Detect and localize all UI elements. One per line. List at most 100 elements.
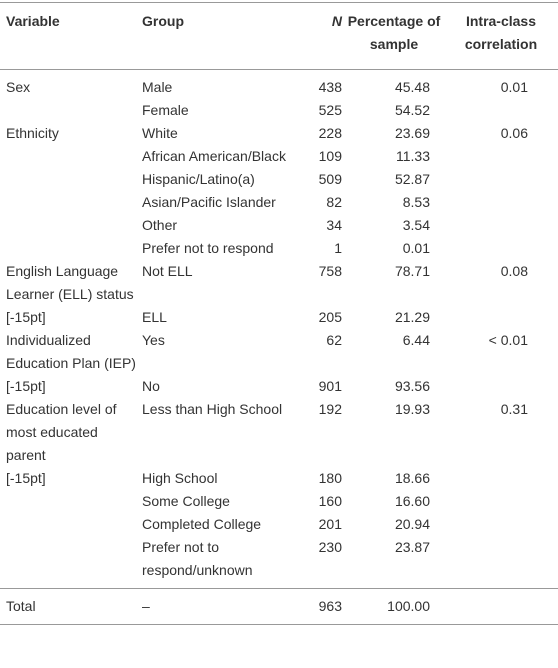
table-row: African American/Black 109 11.33 bbox=[0, 145, 558, 168]
percentage-cell: 23.69 bbox=[394, 125, 430, 141]
n-cell: 230 bbox=[318, 539, 342, 555]
percentage-cell: 16.60 bbox=[394, 493, 430, 509]
variable-cell: Education level of most educated parent bbox=[6, 401, 117, 463]
percentage-cell: 93.56 bbox=[394, 378, 430, 394]
variable-cell: English Language Learner (ELL) status bbox=[6, 263, 134, 302]
n-cell: 192 bbox=[318, 401, 342, 417]
table-row: Prefer not to respond 1 0.01 bbox=[0, 237, 558, 260]
header-cell: Intra-class correlation bbox=[464, 13, 538, 52]
percentage-cell: 3.54 bbox=[402, 217, 430, 233]
percentage-cell: 100.00 bbox=[387, 598, 430, 614]
percentage-cell: 54.52 bbox=[394, 102, 430, 118]
icc-cell bbox=[444, 467, 558, 490]
icc-cell bbox=[444, 589, 558, 625]
n-cell: 34 bbox=[326, 217, 342, 233]
group-cell: African American/Black bbox=[142, 148, 286, 164]
group-cell: Completed College bbox=[142, 516, 262, 532]
group-cell: Male bbox=[142, 79, 173, 95]
group-cell: No bbox=[142, 378, 160, 394]
group-cell: Prefer not to respond/unknown bbox=[142, 539, 253, 578]
group-cell: Less than High School bbox=[142, 401, 283, 417]
table-row: Individualized Education Plan (IEP) Yes 62… bbox=[0, 329, 558, 375]
variable-cell bbox=[0, 191, 138, 214]
table-body: Sex Male 438 45.48 0.01 Female 525 54.52 Ethnici… bbox=[0, 70, 558, 589]
icc-cell bbox=[444, 513, 558, 536]
header-cell: Variable bbox=[6, 13, 60, 29]
group-cell: Prefer not to respond bbox=[142, 240, 274, 256]
icc-cell bbox=[444, 145, 558, 168]
group-cell: High School bbox=[142, 470, 218, 486]
n-cell: 82 bbox=[326, 194, 342, 210]
n-cell: 205 bbox=[318, 309, 342, 325]
n-cell: 1 bbox=[334, 240, 342, 256]
variable-cell: Total bbox=[6, 598, 36, 614]
variable-cell: [-15pt] bbox=[6, 378, 46, 394]
table-row: Completed College 201 20.94 bbox=[0, 513, 558, 536]
total-row: Total – 963 100.00 bbox=[0, 588, 558, 625]
group-cell: Female bbox=[142, 102, 189, 118]
icc-cell bbox=[444, 536, 558, 589]
percentage-cell: 11.33 bbox=[396, 148, 430, 164]
table-row: Some College 160 16.60 bbox=[0, 490, 558, 513]
group-cell: Not ELL bbox=[142, 263, 193, 279]
table-row: Female 525 54.52 bbox=[0, 99, 558, 122]
n-cell: 201 bbox=[318, 516, 342, 532]
variable-cell bbox=[0, 513, 138, 536]
group-cell: ELL bbox=[142, 309, 167, 325]
percentage-cell: 45.48 bbox=[394, 79, 430, 95]
n-cell: 963 bbox=[318, 598, 342, 614]
percentage-cell: 0.01 bbox=[402, 240, 430, 256]
variable-cell: Individualized Education Plan (IEP) bbox=[6, 332, 136, 371]
data-table: Variable Group N Percentage of sample Intra-… bbox=[0, 2, 558, 625]
variable-cell: Sex bbox=[6, 79, 31, 95]
icc-cell: 0.08 bbox=[500, 263, 528, 279]
percentage-cell: 18.66 bbox=[394, 470, 430, 486]
icc-cell bbox=[444, 214, 558, 237]
percentage-cell: 23.87 bbox=[394, 539, 430, 555]
table-row: Education level of most educated parent L… bbox=[0, 398, 558, 467]
n-cell: 901 bbox=[318, 378, 342, 394]
variable-cell bbox=[0, 145, 138, 168]
variable-cell bbox=[0, 168, 138, 191]
n-cell: 180 bbox=[318, 470, 342, 486]
table-row: Asian/Pacific Islander 82 8.53 bbox=[0, 191, 558, 214]
variable-cell: Ethnicity bbox=[6, 125, 59, 141]
variable-cell bbox=[0, 536, 138, 589]
icc-cell bbox=[444, 490, 558, 513]
group-cell: Asian/Pacific Islander bbox=[142, 194, 276, 210]
percentage-cell: 19.93 bbox=[394, 401, 430, 417]
group-cell: Some College bbox=[142, 493, 230, 509]
n-cell: 438 bbox=[318, 79, 342, 95]
group-cell: – bbox=[142, 598, 150, 614]
n-cell: 62 bbox=[326, 332, 342, 348]
icc-cell bbox=[444, 168, 558, 191]
icc-cell: 0.01 bbox=[500, 79, 528, 95]
group-cell: Yes bbox=[142, 332, 165, 348]
table-row: Other 34 3.54 bbox=[0, 214, 558, 237]
table-row: [-15pt] ELL 205 21.29 bbox=[0, 306, 558, 329]
percentage-cell: 20.94 bbox=[394, 516, 430, 532]
n-cell: 160 bbox=[318, 493, 342, 509]
icc-cell bbox=[444, 99, 558, 122]
header-cell: Percentage of sample bbox=[347, 13, 441, 52]
header-row: Variable Group N Percentage of sample Intra-… bbox=[0, 2, 558, 70]
n-cell: 509 bbox=[318, 171, 342, 187]
percentage-cell: 6.44 bbox=[402, 332, 430, 348]
table-row: Prefer not to respond/unknown 230 23.87 bbox=[0, 536, 558, 589]
n-cell: 228 bbox=[318, 125, 342, 141]
percentage-cell: 21.29 bbox=[394, 309, 430, 325]
table-row: Sex Male 438 45.48 0.01 bbox=[0, 70, 558, 100]
percentage-cell: 8.53 bbox=[402, 194, 430, 210]
icc-cell: 0.31 bbox=[500, 401, 528, 417]
percentage-cell: 52.87 bbox=[394, 171, 430, 187]
n-cell: 525 bbox=[318, 102, 342, 118]
icc-cell: 0.06 bbox=[500, 125, 528, 141]
table-row: [-15pt] No 901 93.56 bbox=[0, 375, 558, 398]
header-cell: Group bbox=[142, 13, 184, 29]
variable-cell bbox=[0, 490, 138, 513]
variable-cell: [-15pt] bbox=[6, 309, 46, 325]
icc-cell bbox=[444, 375, 558, 398]
variable-cell: [-15pt] bbox=[6, 470, 46, 486]
group-cell: Other bbox=[142, 217, 178, 233]
